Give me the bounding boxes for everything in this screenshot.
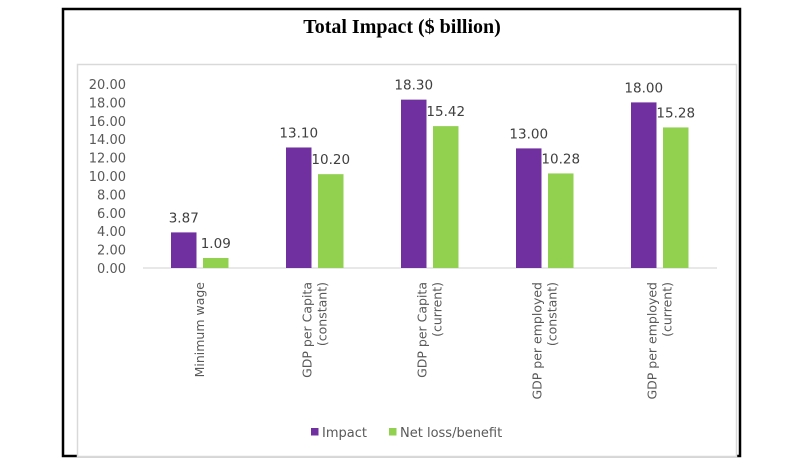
category-label: GDP per employed bbox=[644, 282, 659, 400]
bar-impact bbox=[286, 147, 312, 268]
legend-label: Impact bbox=[322, 426, 367, 441]
y-tick-label: 18.00 bbox=[89, 96, 126, 111]
data-label: 13.10 bbox=[279, 125, 318, 141]
bar-net-loss-benefit bbox=[433, 126, 459, 268]
data-label: 18.00 bbox=[624, 80, 663, 96]
legend-label: Net loss/benefit bbox=[400, 426, 502, 441]
y-tick-label: 2.00 bbox=[97, 244, 126, 259]
category-label: (current) bbox=[659, 282, 674, 337]
bar-impact bbox=[401, 99, 427, 268]
category-labels: Minimum wage GDP per Capita (constant) GDP … bbox=[192, 282, 675, 400]
bar-impact bbox=[171, 232, 197, 268]
category-label: GDP per employed bbox=[529, 282, 544, 400]
bar-net-loss-benefit bbox=[548, 173, 574, 268]
category-label: GDP per Capita bbox=[299, 282, 314, 378]
bar-net-loss-benefit bbox=[203, 257, 229, 268]
category-label: (current) bbox=[429, 282, 444, 337]
y-tick-label: 4.00 bbox=[97, 225, 126, 240]
data-label: 3.87 bbox=[169, 210, 199, 226]
y-tick-label: 14.00 bbox=[89, 133, 126, 148]
data-label: 10.20 bbox=[311, 152, 350, 168]
data-label: 13.00 bbox=[509, 126, 548, 142]
bar-impact bbox=[516, 148, 542, 268]
data-label: 10.28 bbox=[541, 151, 580, 167]
data-label: 15.42 bbox=[426, 104, 465, 120]
y-tick-label: 0.00 bbox=[97, 262, 126, 277]
data-label: 15.28 bbox=[656, 105, 695, 121]
category-label: (constant) bbox=[314, 282, 329, 346]
y-axis: 0.00 2.00 4.00 6.00 8.00 10.00 12.00 14.00 16.00… bbox=[89, 78, 126, 277]
category-label: Minimum wage bbox=[192, 282, 207, 378]
y-tick-label: 6.00 bbox=[97, 207, 126, 222]
data-label: 1.09 bbox=[201, 236, 231, 252]
category-label: GDP per Capita bbox=[414, 282, 429, 378]
chart-title: Total Impact ($ billion) bbox=[303, 16, 501, 38]
y-tick-label: 8.00 bbox=[97, 188, 126, 203]
bar-net-loss-benefit bbox=[663, 127, 689, 268]
bar-net-loss-benefit bbox=[318, 174, 344, 268]
legend-swatch-impact bbox=[311, 428, 319, 436]
legend-swatch-net-loss-benefit bbox=[389, 428, 397, 436]
bar-impact bbox=[631, 102, 657, 269]
bars bbox=[171, 99, 689, 269]
legend: Impact Net loss/benefit bbox=[311, 426, 502, 441]
y-tick-label: 16.00 bbox=[89, 115, 126, 130]
data-labels: 3.87 13.10 18.30 13.00 18.00 1.09 10.20 15.42 10… bbox=[169, 78, 695, 252]
y-tick-label: 20.00 bbox=[89, 78, 126, 93]
category-label: (constant) bbox=[544, 282, 559, 346]
y-tick-label: 10.00 bbox=[89, 170, 126, 185]
y-tick-label: 12.00 bbox=[89, 152, 126, 167]
data-label: 18.30 bbox=[394, 78, 433, 94]
